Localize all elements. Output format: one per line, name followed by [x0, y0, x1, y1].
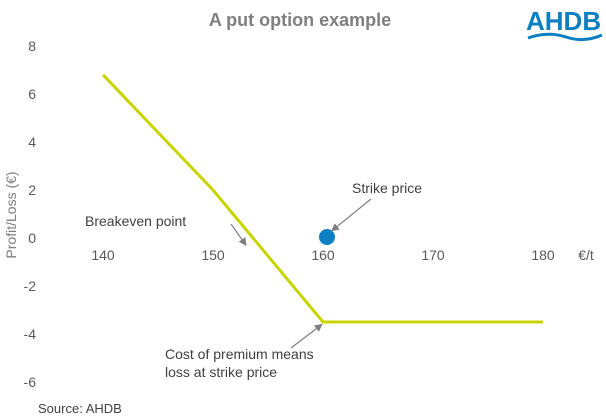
annotation-arrow [331, 198, 372, 232]
y-tick-label: 0 [28, 230, 36, 246]
y-tick-label: -6 [24, 374, 37, 390]
annotation-strike: Strike price [352, 180, 422, 196]
x-tick-label: 140 [91, 247, 115, 263]
annotation-line: Strike price [352, 180, 422, 196]
profit-loss-line [101, 73, 543, 324]
x-tick-labels: 140 150 160 170 180 [91, 247, 555, 263]
annotation-line: Cost of premium means [165, 346, 314, 362]
y-tick-label: -2 [24, 278, 37, 294]
annotation-breakeven: Breakeven point [85, 213, 186, 229]
x-tick-label: 150 [201, 247, 225, 263]
x-tick-label: 170 [421, 247, 445, 263]
series-layer [101, 73, 543, 324]
x-tick-label: 160 [311, 247, 335, 263]
x-tick-label: 180 [531, 247, 555, 263]
y-tick-label: 8 [28, 38, 36, 54]
annotation-arrow [290, 323, 323, 349]
y-axis-label: Profit/Loss (€) [3, 171, 19, 258]
y-tick-label: 4 [28, 134, 36, 150]
ahdb-logo: AHDB [526, 6, 603, 42]
y-tick-label: 2 [28, 182, 36, 198]
annotation-line: Breakeven point [85, 213, 186, 229]
y-tick-label: -4 [24, 326, 37, 342]
logo-wave-icon [527, 32, 603, 42]
annotation-arrow [230, 223, 247, 247]
y-tick-labels: 8 6 4 2 0 -2 -4 -6 [24, 38, 37, 390]
strike-price-marker [319, 229, 335, 245]
source-note: Source: AHDB [38, 401, 122, 416]
logo-text: AHDB [526, 6, 601, 36]
annotation-premium: Cost of premium means loss at strike pric… [165, 346, 314, 380]
y-tick-label: 6 [28, 86, 36, 102]
annotation-layer: Breakeven point Strike price Cost of premi… [85, 180, 422, 380]
chart-title: A put option example [209, 10, 391, 30]
x-unit-label: €/t [578, 247, 594, 263]
annotation-line: loss at strike price [165, 364, 277, 380]
